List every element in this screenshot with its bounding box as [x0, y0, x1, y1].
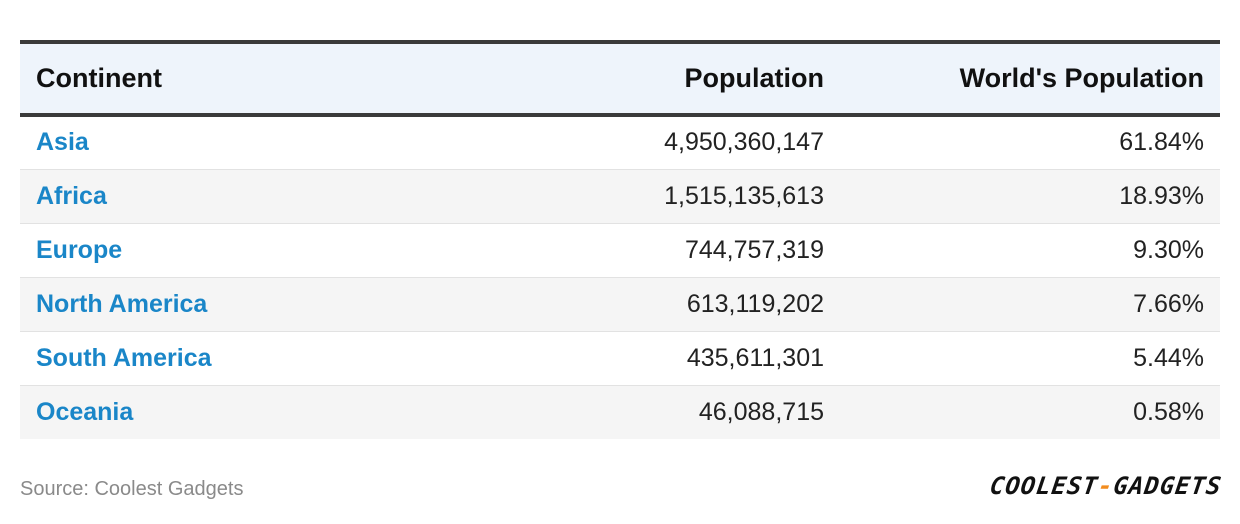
- continent-link[interactable]: Africa: [20, 169, 440, 224]
- share-cell: 5.44%: [840, 331, 1220, 386]
- population-cell: 435,611,301: [440, 331, 840, 386]
- population-cell: 1,515,135,613: [440, 169, 840, 224]
- column-header-continent: Continent: [20, 40, 440, 117]
- share-cell: 7.66%: [840, 277, 1220, 332]
- population-cell: 613,119,202: [440, 277, 840, 332]
- continent-link[interactable]: Europe: [20, 223, 440, 278]
- share-cell: 0.58%: [1133, 397, 1204, 426]
- column-header-population: Population: [440, 40, 840, 117]
- population-table: Continent Population World's Population …: [20, 40, 1220, 439]
- population-cell: 4,950,360,147: [440, 115, 840, 170]
- source-note: Source: Coolest Gadgets: [20, 478, 244, 500]
- share-cell: 61.84%: [840, 115, 1220, 170]
- brand-logo: COOLEST-GADGETS: [988, 472, 1224, 500]
- continent-link[interactable]: Oceania: [36, 397, 134, 426]
- population-cell: 744,757,319: [440, 223, 840, 278]
- table-row: South America 435,611,301 5.44%: [20, 331, 1220, 386]
- table-row: North America 613,119,202 7.66%: [20, 277, 1220, 332]
- table-row: Asia 4,950,360,147 61.84%: [20, 115, 1220, 170]
- population-table-container: Continent Population World's Population …: [20, 40, 1220, 439]
- continent-link[interactable]: Asia: [20, 115, 440, 170]
- table-header: Continent Population World's Population: [20, 40, 1220, 117]
- table-row: Africa 1,515,135,613 18.93%: [20, 169, 1220, 224]
- continent-link[interactable]: South America: [20, 331, 440, 386]
- continent-link[interactable]: North America: [20, 277, 440, 332]
- table-body: Asia 4,950,360,147 61.84% Africa 1,515,1…: [20, 115, 1220, 439]
- table-row: Oceania 46,088,715 0.58%: [20, 385, 1220, 439]
- column-header-world-share: World's Population: [840, 40, 1220, 117]
- table-row: Europe 744,757,319 9.30%: [20, 223, 1220, 278]
- share-cell: 9.30%: [840, 223, 1220, 278]
- logo-text-part1: COOLEST: [988, 472, 1101, 500]
- share-cell: 18.93%: [840, 169, 1220, 224]
- logo-text-part2: GADGETS: [1111, 472, 1224, 500]
- header-row: Continent Population World's Population: [20, 40, 1220, 117]
- population-cell: 46,088,715: [698, 397, 824, 426]
